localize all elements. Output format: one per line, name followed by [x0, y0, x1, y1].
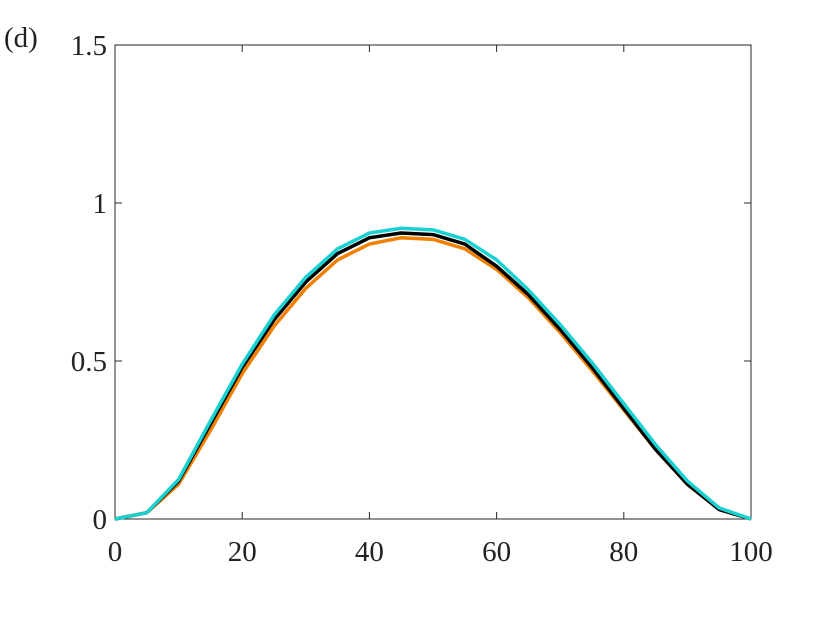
x-tick-label: 0	[108, 536, 123, 568]
line	[114, 231, 752, 521]
y-tick-label: 1.5	[71, 30, 107, 62]
plot-frame	[114, 44, 752, 520]
y-tick-label: 1	[93, 188, 108, 220]
x-tick-label: 100	[729, 536, 773, 568]
y-tick-label: 0.5	[71, 346, 107, 378]
x-tick-label: 20	[228, 536, 257, 568]
panel-label: (d)	[4, 22, 38, 54]
x-tick-label: 40	[355, 536, 384, 568]
line	[114, 236, 752, 521]
line	[114, 226, 752, 521]
x-tick-label: 80	[609, 536, 638, 568]
x-tick-label: 60	[482, 536, 511, 568]
y-tick-label: 0	[93, 504, 108, 536]
